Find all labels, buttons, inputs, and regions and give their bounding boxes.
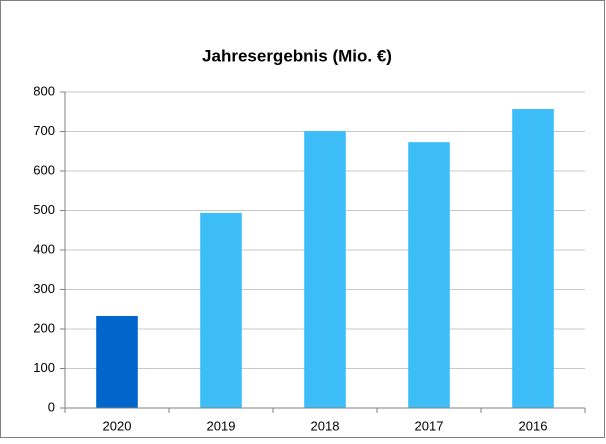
y-tick-label: 300 — [33, 281, 55, 296]
y-tick-label: 700 — [33, 123, 55, 138]
y-tick-label: 100 — [33, 360, 55, 375]
bar — [200, 212, 242, 408]
y-tick-label: 0 — [48, 399, 55, 414]
bar — [96, 315, 138, 408]
x-tick-label: 2016 — [519, 418, 548, 433]
y-tick-label: 600 — [33, 162, 55, 177]
x-tick-label: 2018 — [311, 418, 340, 433]
x-tick-label: 2019 — [207, 418, 236, 433]
bar — [512, 108, 554, 409]
bar — [408, 142, 450, 409]
chart-title: Jahresergebnis (Mio. €) — [202, 46, 392, 65]
y-tick-label: 500 — [33, 202, 55, 217]
x-tick-label: 2020 — [103, 418, 132, 433]
x-tick-label: 2017 — [415, 418, 444, 433]
bar — [304, 131, 346, 409]
y-tick-label: 400 — [33, 241, 55, 256]
y-tick-label: 200 — [33, 320, 55, 335]
y-tick-label: 800 — [33, 83, 55, 98]
